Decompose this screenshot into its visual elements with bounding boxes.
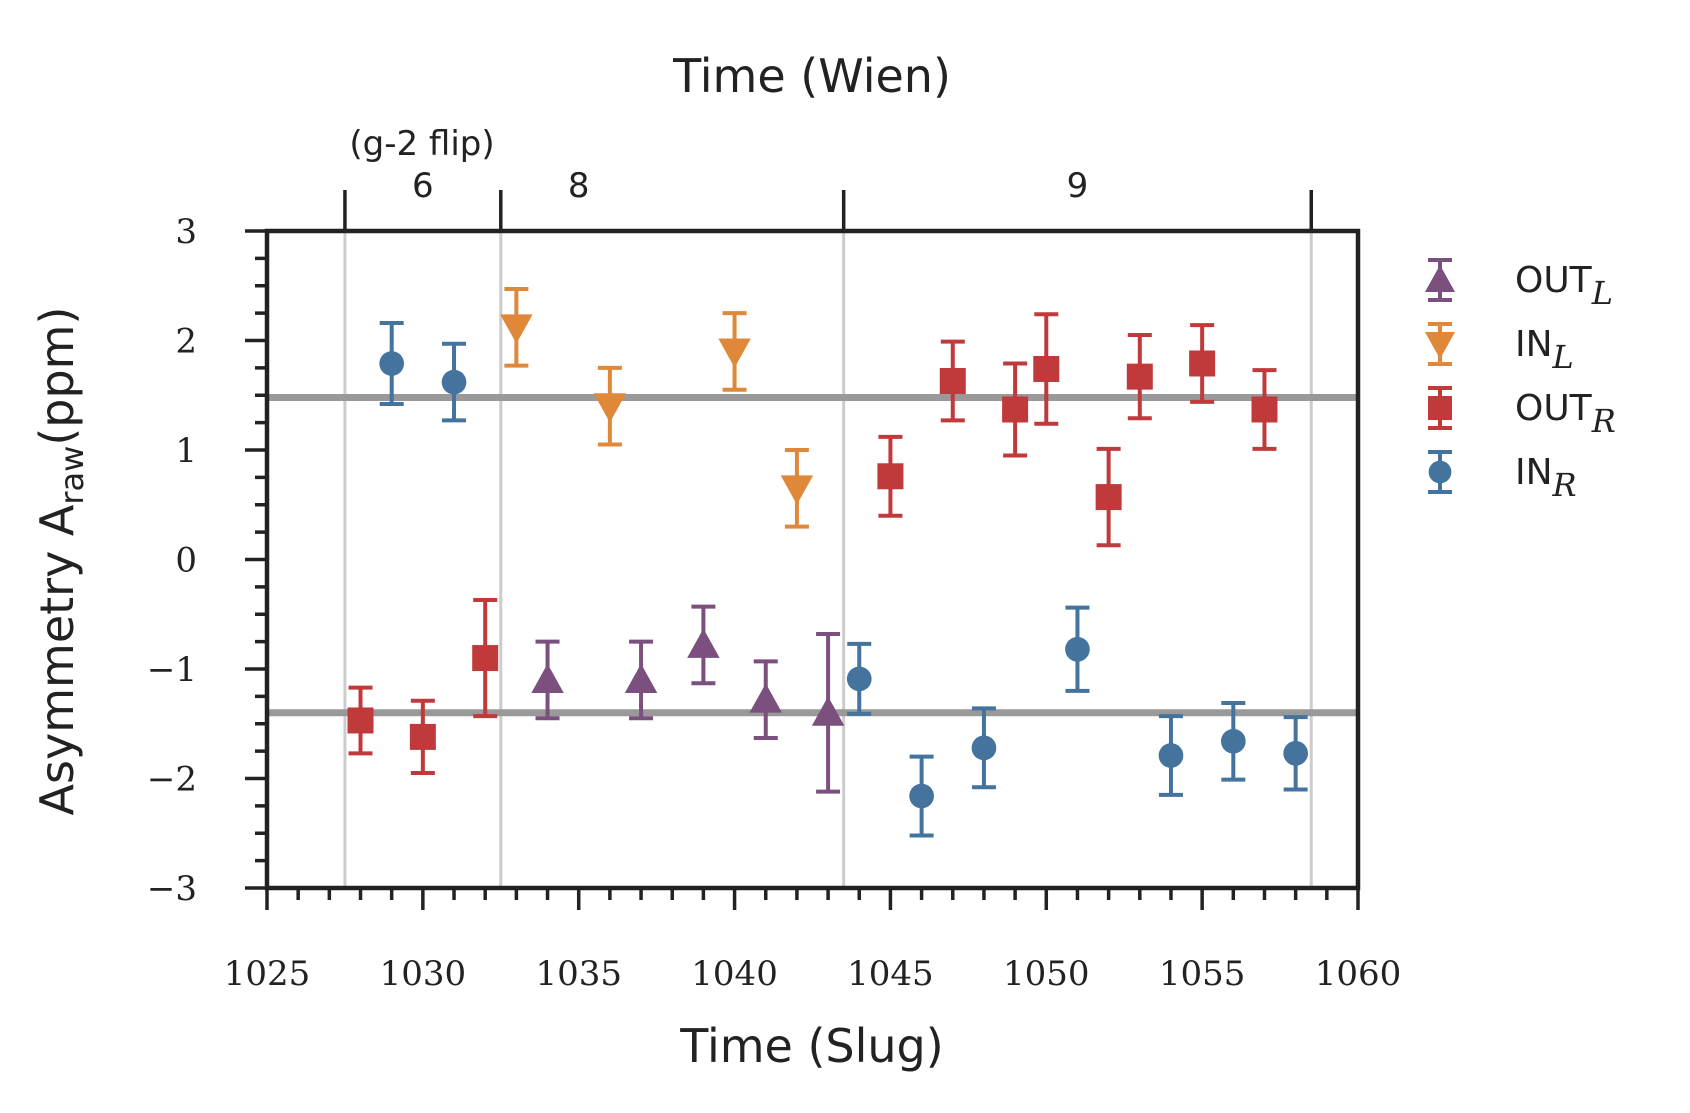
data-point: [971, 735, 997, 761]
x-tick-label: 1030: [380, 954, 467, 994]
data-point: [1283, 740, 1309, 766]
legend-label-name: IN: [1515, 324, 1553, 365]
data-point: [1158, 743, 1184, 768]
legend-label: INR: [1515, 452, 1577, 504]
data-point: [1065, 636, 1090, 662]
legend-label-subscript: L: [1591, 274, 1613, 312]
data-point: [441, 369, 467, 395]
reference-lines: [267, 393, 1358, 717]
data-point: [909, 783, 934, 809]
data-point: [1095, 484, 1122, 511]
wien-label: 6: [412, 166, 434, 206]
x-tick-label: 1035: [535, 954, 622, 994]
data-point: [1033, 355, 1060, 382]
x-tick-label: 1060: [1315, 954, 1402, 994]
data-point: [780, 475, 814, 505]
legend-entry: INR: [1428, 450, 1577, 504]
data-point: [379, 351, 405, 376]
data-point: [1002, 396, 1029, 423]
y-tick-label: 0: [175, 541, 197, 581]
data-point: [1189, 350, 1216, 377]
data-point: [347, 707, 374, 734]
legend-marker: [1428, 396, 1452, 420]
wien-boundary-lines: [343, 231, 1313, 888]
legend-entry: OUTL: [1425, 258, 1613, 312]
y-axis-label: Asymmetry Araw(ppm): [30, 307, 91, 816]
data-series: [347, 287, 1309, 838]
series-0: [531, 604, 845, 794]
y-axis-label-unit: (ppm): [30, 307, 84, 446]
data-point: [531, 663, 564, 693]
y-tick-label: −1: [147, 650, 197, 690]
series-2: [347, 312, 1278, 776]
legend-label-subscript: R: [1552, 466, 1577, 504]
data-point: [718, 338, 751, 368]
data-point: [409, 723, 436, 750]
legend-marker: [1425, 332, 1455, 359]
data-point: [811, 696, 845, 726]
legend-label: OUTL: [1515, 260, 1613, 312]
legend-marker: [1428, 460, 1452, 484]
y-axis-label-sub: raw: [53, 446, 91, 505]
y-tick-label: 2: [175, 322, 197, 362]
wien-annotation: (g-2 flip): [349, 124, 494, 164]
y-tick-label: −2: [147, 760, 197, 800]
data-point: [500, 314, 533, 344]
data-point: [593, 393, 627, 423]
y-tick-label: 3: [175, 212, 197, 252]
chart-title: Time (Wien): [672, 49, 951, 103]
x-tick-label: 1045: [847, 954, 934, 994]
legend-label-name: IN: [1515, 452, 1553, 493]
data-point: [624, 663, 658, 693]
legend-label: OUTR: [1515, 388, 1616, 440]
legend-label-subscript: L: [1552, 338, 1574, 376]
legend-entry: OUTR: [1428, 386, 1616, 440]
data-point: [472, 645, 499, 672]
data-point: [749, 683, 782, 713]
data-point: [687, 628, 720, 658]
legend-label: INL: [1515, 324, 1574, 376]
data-point: [1220, 728, 1246, 754]
plot-frame: [264, 228, 1361, 891]
x-tick-label: 1040: [691, 954, 778, 994]
wien-label: 8: [568, 166, 590, 206]
y-axis-label-main: Asymmetry A: [30, 504, 84, 815]
legend-label-name: OUT: [1515, 260, 1593, 301]
data-point: [877, 463, 904, 490]
data-point: [1251, 396, 1278, 423]
x-tick-label: 1025: [224, 954, 311, 994]
data-point: [846, 666, 872, 692]
data-point: [1126, 363, 1153, 390]
data-point: [939, 368, 966, 395]
y-tick-label: −3: [147, 869, 197, 909]
axes: 6 8 9 1025 1030 1035 1040 1045 1050 1055 1060 −3 −2 −…: [147, 166, 1401, 994]
x-tick-label: 1050: [1003, 954, 1090, 994]
series-3: [379, 320, 1309, 838]
legend-label-subscript: R: [1591, 402, 1616, 440]
x-axis-label: Time (Slug): [679, 1019, 943, 1073]
wien-label: 9: [1067, 166, 1089, 206]
legend-marker: [1425, 265, 1455, 292]
x-tick-label: 1055: [1159, 954, 1246, 994]
y-tick-label: 1: [175, 431, 197, 471]
legend-label-name: OUT: [1515, 388, 1593, 429]
series-1: [500, 287, 814, 529]
legend-entry: INL: [1425, 322, 1574, 376]
